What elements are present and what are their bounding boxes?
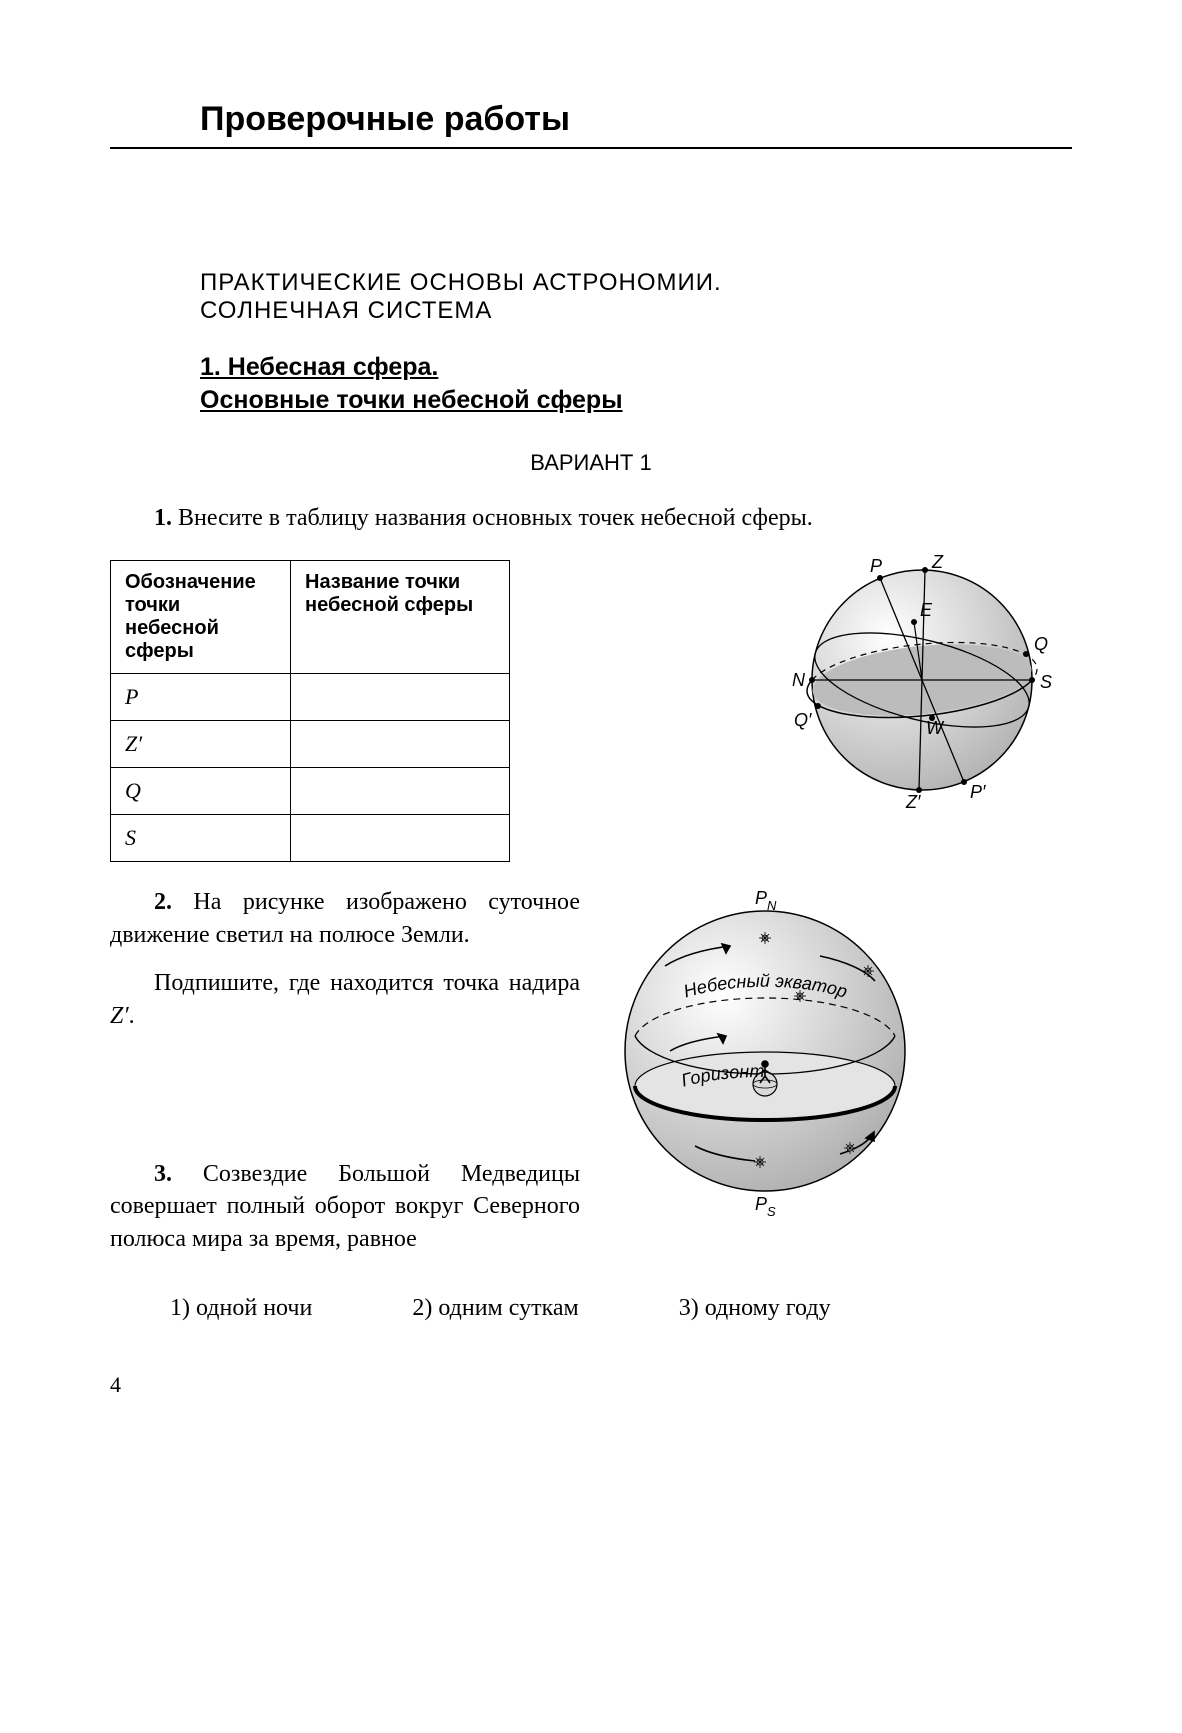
section-heading-line2: Основные точки небесной сферы	[200, 384, 1072, 417]
q2-text-a: 2. На рисунке изображено суточное движен…	[110, 886, 580, 951]
celestial-sphere-diagram: P Z E Q S N Q′ W Z′ P′	[772, 550, 1072, 810]
q2-body-a: На рисунке изображено суточное движение …	[110, 889, 580, 947]
label-PS-sub: S	[767, 1204, 776, 1216]
label-Pprime: P′	[970, 782, 986, 802]
label-Z: Z	[931, 552, 944, 572]
q3-text: 3. Созвездие Большой Медведицы совершает…	[110, 1158, 580, 1255]
q2-text-b: Подпишите, где находится точка надира Z′…	[110, 967, 580, 1032]
svg-text:PN: PN	[755, 888, 777, 913]
section-heading-line1: 1. Небесная сфера.	[200, 351, 1072, 384]
q2-body-b-tail: .	[129, 1003, 135, 1029]
table-row: P	[111, 674, 510, 721]
q1-table-col1-header: Обозначение точки небесной сферы	[111, 561, 291, 674]
page-number: 4	[110, 1372, 1072, 1398]
section-heading: 1. Небесная сфера. Основные точки небесн…	[110, 351, 1072, 416]
label-Zprime: Z′	[905, 792, 921, 810]
q1-table-col2-header: Название точки небесной сферы	[291, 561, 510, 674]
cell-name[interactable]	[291, 815, 510, 862]
label-PN: P	[755, 888, 767, 908]
label-Q: Q	[1034, 634, 1048, 654]
q1-number: 1.	[154, 505, 172, 531]
label-PN-sub: N	[767, 898, 777, 913]
q1-text: 1. Внесите в таблицу названия основных т…	[110, 502, 1072, 534]
q3-option-1[interactable]: 1) одной ночи	[170, 1295, 312, 1322]
cell-name[interactable]	[291, 674, 510, 721]
label-PS: P	[755, 1194, 767, 1214]
q3-option-2[interactable]: 2) одним суткам	[412, 1295, 578, 1322]
svg-text:PS: PS	[755, 1194, 776, 1216]
q2-symbol: Z′	[110, 1003, 129, 1029]
q2-number: 2.	[154, 889, 172, 915]
q1-table: Обозначение точки небесной сферы Названи…	[110, 560, 510, 862]
table-row: S	[111, 815, 510, 862]
pole-motion-diagram: Небесный экватор Горизонт PN PS	[610, 886, 920, 1216]
cell-symbol: S	[111, 815, 291, 862]
q3-number: 3.	[154, 1161, 172, 1187]
cell-symbol: P	[111, 674, 291, 721]
table-row: Z′	[111, 721, 510, 768]
q3-body: Созвездие Большой Медведицы совершает по…	[110, 1161, 580, 1252]
chapter-heading-line1: ПРАКТИЧЕСКИЕ ОСНОВЫ АСТРОНОМИИ.	[200, 269, 1072, 297]
q3-option-3[interactable]: 3) одному году	[679, 1295, 831, 1322]
label-E: E	[920, 600, 933, 620]
label-N: N	[792, 670, 806, 690]
cell-name[interactable]	[291, 768, 510, 815]
cell-name[interactable]	[291, 721, 510, 768]
chapter-heading-line2: СОЛНЕЧНАЯ СИСТЕМА	[200, 297, 1072, 325]
table-row: Q	[111, 768, 510, 815]
cell-symbol: Q	[111, 768, 291, 815]
label-P: P	[870, 556, 882, 576]
label-W: W	[926, 718, 945, 738]
variant-heading: ВАРИАНТ 1	[110, 450, 1072, 476]
page-title: Проверочные работы	[110, 100, 1072, 149]
label-S: S	[1040, 672, 1052, 692]
cell-symbol: Z′	[111, 721, 291, 768]
q3-options: 1) одной ночи 2) одним суткам 3) одному …	[110, 1295, 1072, 1322]
q2-body-b: Подпишите, где находится точка надира	[154, 970, 580, 996]
q1-body: Внесите в таблицу названия основных точе…	[172, 505, 813, 531]
label-Qprime: Q′	[794, 710, 812, 730]
chapter-heading: ПРАКТИЧЕСКИЕ ОСНОВЫ АСТРОНОМИИ. СОЛНЕЧНА…	[110, 269, 1072, 325]
